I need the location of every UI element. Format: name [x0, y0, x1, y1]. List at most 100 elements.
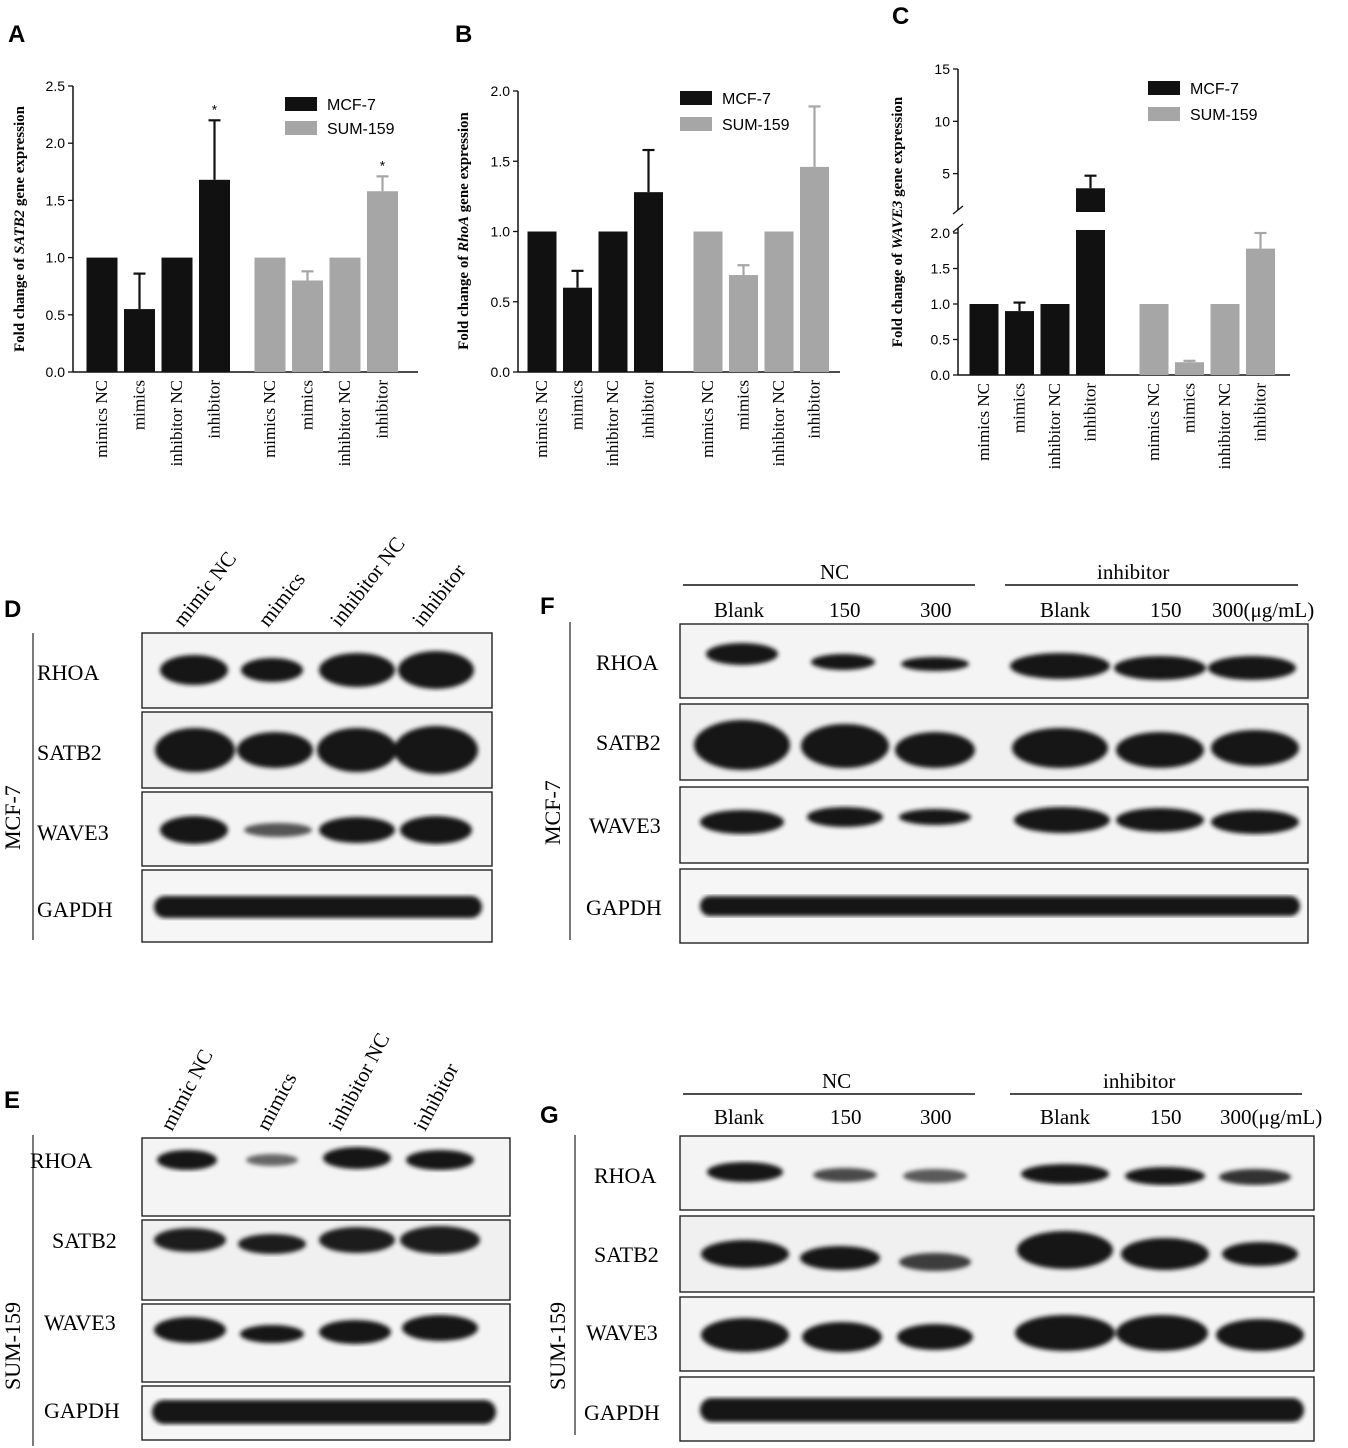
lane-label: 300	[920, 1105, 952, 1129]
chart-b-rhoa: 0.0 0.5 1.0 1.5 2.0 Fold change of RhoA gene …	[456, 83, 840, 466]
legend-label: MCF-7	[327, 97, 376, 114]
category-label: mimics	[568, 380, 587, 430]
y-tick-label: 2.0	[931, 225, 951, 241]
category-label: inhibitor	[639, 380, 658, 439]
category-label: inhibitor NC	[167, 380, 186, 466]
y-tick-label: 1.0	[46, 250, 66, 266]
blot-row-rhoa: RHOA	[594, 1135, 1315, 1211]
bar	[124, 309, 155, 372]
bar	[199, 179, 230, 372]
bar	[563, 287, 592, 372]
significance-mark: *	[212, 101, 218, 117]
protein-label: WAVE3	[44, 1310, 116, 1335]
protein-label: SATB2	[596, 730, 661, 755]
y-tick-label: 1.0	[491, 224, 511, 240]
blot-row-satb2: SATB2	[594, 1215, 1315, 1293]
category-label: mimics	[1010, 383, 1029, 433]
panel-label-a: A	[8, 21, 25, 48]
bar	[161, 257, 193, 372]
lane-label: Blank	[714, 1105, 765, 1129]
legend-swatch	[1148, 81, 1180, 95]
category-label: inhibitor	[1081, 383, 1100, 442]
lane-label: 150	[829, 598, 861, 622]
bar	[1005, 311, 1034, 375]
protein-label: SATB2	[594, 1242, 659, 1267]
protein-label: SATB2	[37, 740, 102, 765]
lane-label: mimics	[253, 568, 310, 632]
bar	[693, 231, 723, 372]
bar	[1040, 304, 1070, 375]
lane-label: mimic NC	[168, 547, 241, 631]
protein-label: SATB2	[52, 1228, 117, 1253]
bar	[764, 231, 794, 372]
category-label: inhibitor	[1251, 383, 1270, 442]
bar	[598, 231, 628, 372]
protein-label: WAVE3	[589, 813, 661, 838]
lane-label: inhibitor	[407, 559, 470, 631]
y-tick-label: 10	[934, 113, 950, 129]
group-label-inhibitor: inhibitor	[1097, 560, 1169, 584]
protein-label: RHOA	[594, 1163, 656, 1188]
blot-row-rhoa: RHOA	[30, 1137, 511, 1217]
blot-row-wave3: WAVE3	[37, 791, 493, 867]
blot-row-gapdh: GAPDH	[586, 868, 1309, 944]
legend-label: SUM-159	[1190, 107, 1258, 124]
y-tick-label: 1.5	[931, 261, 951, 277]
category-label: mimics NC	[1144, 383, 1163, 461]
group-label-inhibitor: inhibitor	[1103, 1069, 1175, 1093]
legend-label: SUM-159	[722, 117, 790, 134]
blot-row-rhoa: RHOA	[596, 623, 1309, 699]
protein-label: GAPDH	[37, 897, 113, 922]
bar	[292, 280, 323, 372]
y-tick-label: 0.0	[931, 367, 951, 383]
protein-label: WAVE3	[586, 1320, 658, 1345]
lane-label: inhibitor NC	[325, 532, 410, 631]
protein-label: RHOA	[30, 1148, 92, 1173]
bar	[86, 257, 118, 372]
protein-label: GAPDH	[44, 1398, 120, 1423]
panel-label-e: E	[4, 1087, 20, 1114]
panel-label-g: G	[540, 1102, 559, 1129]
category-label: mimics	[734, 380, 753, 430]
category-label: inhibitor NC	[1215, 383, 1234, 469]
y-tick-label: 0.5	[46, 307, 66, 323]
blot-e: mimic NC mimics inhibitor NC inhibitor S…	[0, 1029, 511, 1446]
y-axis-label: Fold change of RhoA gene expression	[456, 112, 472, 350]
lane-label: 300	[920, 598, 952, 622]
category-label: mimics NC	[974, 383, 993, 461]
category-label: mimics NC	[532, 380, 551, 458]
bar	[1139, 304, 1169, 375]
blot-row-gapdh: GAPDH	[44, 1385, 511, 1441]
chart-c-wave3: 0.0 0.5 1.0 1.5 2.0 5 10 15 Fold change of WAVE3…	[890, 61, 1290, 469]
y-tick-label: 5	[942, 166, 950, 182]
lane-label: mimic NC	[155, 1045, 218, 1134]
lane-label: inhibitor NC	[323, 1029, 394, 1135]
y-tick-label: 1.5	[491, 153, 511, 169]
category-label: inhibitor	[205, 380, 224, 439]
category-label: mimics	[298, 380, 317, 430]
category-label: mimics	[130, 380, 149, 430]
legend-swatch	[680, 91, 712, 105]
chart-a-satb2: 0.0 0.5 1.0 1.5 2.0 2.5 Fold change of SATB2 g…	[12, 78, 418, 466]
category-label: inhibitor	[805, 380, 824, 439]
bar	[800, 166, 829, 372]
panel-label-d: D	[4, 596, 21, 623]
blot-row-gapdh: GAPDH	[37, 869, 493, 943]
lane-label: 300(μg/mL)	[1212, 598, 1314, 622]
y-tick-label: 2.0	[491, 83, 511, 99]
cell-line-label: MCF-7	[540, 780, 565, 845]
blot-row-wave3: WAVE3	[44, 1303, 511, 1383]
cell-line-label: SUM-159	[0, 1302, 25, 1390]
bar	[1175, 362, 1204, 375]
protein-label: GAPDH	[586, 895, 662, 920]
axis-break-mark	[952, 223, 964, 233]
lane-label: 300(μg/mL)	[1220, 1105, 1322, 1129]
legend-swatch	[285, 121, 317, 135]
lane-label: 150	[830, 1105, 862, 1129]
category-label: inhibitor NC	[1045, 383, 1064, 469]
bar	[527, 231, 557, 372]
y-tick-label: 2.0	[46, 135, 66, 151]
bar	[969, 304, 999, 375]
category-label: inhibitor NC	[603, 380, 622, 466]
